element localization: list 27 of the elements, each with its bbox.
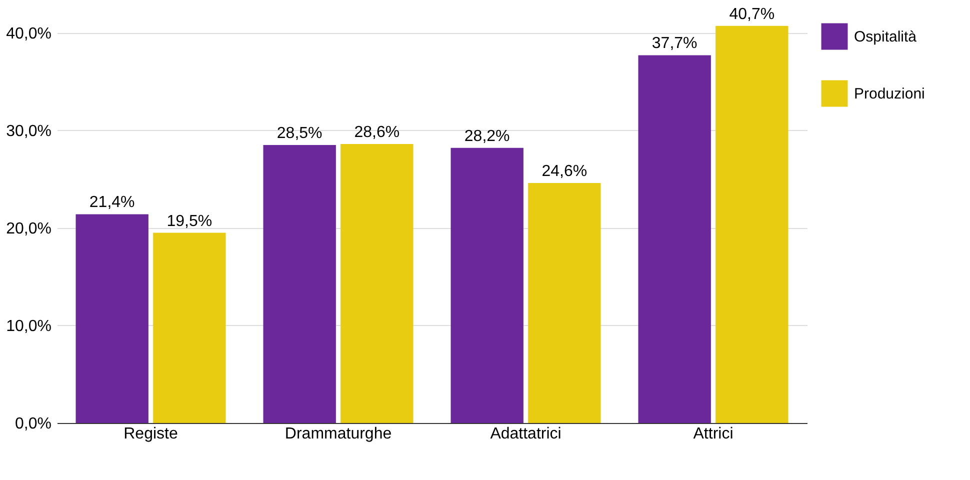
bar <box>340 144 414 423</box>
bar <box>716 26 788 423</box>
x-tick-label: Drammaturghe <box>284 426 392 442</box>
data-label: 40,7% <box>729 6 775 23</box>
legend-label: Produzioni <box>854 86 925 102</box>
data-label: 28,5% <box>276 124 322 142</box>
x-tick-label: Attrici <box>693 426 734 442</box>
data-label: 19,5% <box>166 212 212 230</box>
data-label: 37,7% <box>652 35 698 52</box>
x-tick-label: Adattatrici <box>490 426 562 442</box>
bar <box>638 55 711 423</box>
bar <box>153 232 226 423</box>
y-tick-label: 20,0% <box>6 220 52 238</box>
data-label: 24,6% <box>542 163 588 180</box>
x-tick-label: Registe <box>124 426 178 442</box>
data-label: 21,4% <box>89 194 135 212</box>
y-tick-label: 40,0% <box>6 25 52 42</box>
data-label: 28,2% <box>464 128 510 145</box>
y-tick-label: 10,0% <box>6 318 52 335</box>
data-label: 28,6% <box>354 124 400 141</box>
legend-label: Ospitalità <box>854 28 918 46</box>
y-tick-label: 0,0% <box>15 416 52 432</box>
bar <box>528 183 601 423</box>
y-tick-label: 30,0% <box>6 122 52 140</box>
bar <box>76 214 148 423</box>
bar <box>450 148 524 423</box>
bar <box>263 144 336 423</box>
